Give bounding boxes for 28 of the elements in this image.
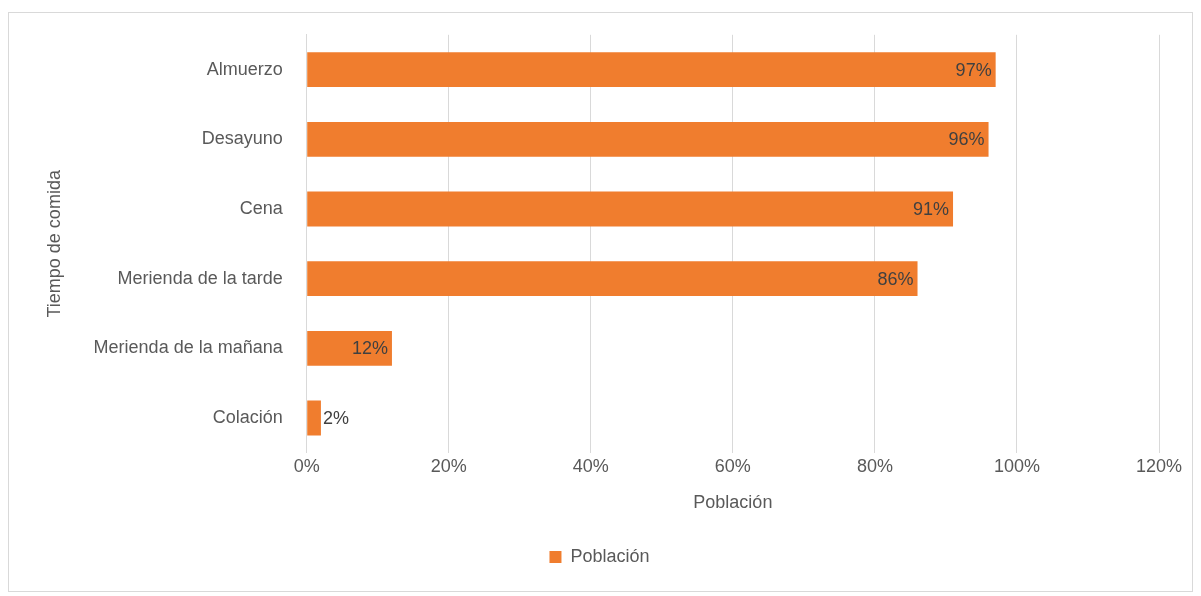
data-label: 2%: [322, 407, 349, 428]
data-label: 91%: [913, 198, 950, 219]
y-tick-label: Merienda de la tarde: [117, 267, 283, 288]
x-tick-label: 0%: [293, 455, 320, 476]
data-label: 86%: [877, 268, 914, 289]
x-tick-label: 80%: [856, 455, 893, 476]
data-label: 12%: [351, 338, 388, 359]
bar: [307, 52, 996, 88]
bar: [307, 400, 321, 436]
y-tick-label: Desayuno: [201, 128, 283, 149]
bar: [307, 261, 918, 297]
bar: [307, 191, 954, 227]
legend-label: Población: [570, 545, 650, 566]
y-tick-label: Almuerzo: [206, 58, 283, 79]
bar: [307, 121, 989, 157]
y-axis-title: Tiempo de comida: [43, 169, 64, 318]
y-tick-label: Colación: [212, 406, 283, 427]
bar: [307, 330, 392, 366]
x-tick-label: 120%: [1135, 455, 1183, 476]
x-tick-label: 20%: [430, 455, 467, 476]
y-tick-label: Merienda de la mañana: [93, 337, 284, 358]
x-tick-label: 100%: [993, 455, 1040, 476]
x-axis-title: Población: [693, 492, 773, 513]
y-tick-label: Cena: [239, 197, 284, 218]
x-tick-label: 60%: [714, 455, 751, 476]
data-label: 96%: [948, 129, 985, 150]
x-tick-label: 40%: [572, 455, 609, 476]
data-label: 97%: [955, 59, 992, 80]
